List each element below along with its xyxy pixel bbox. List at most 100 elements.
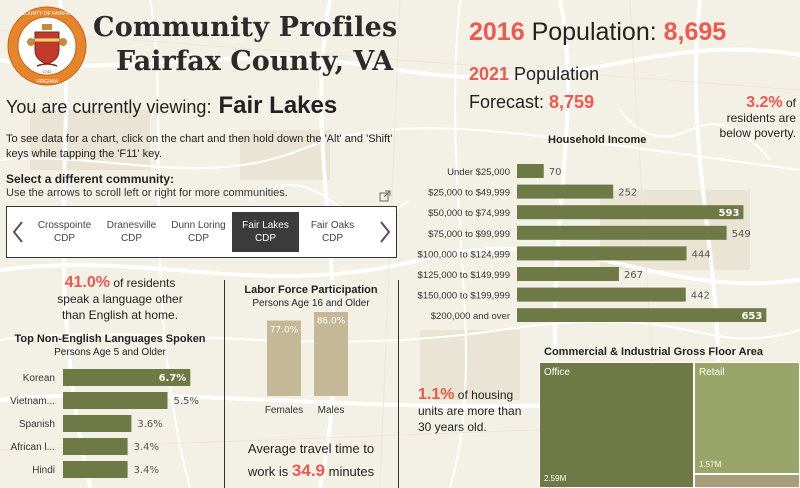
hh-category-label: $200,000 and over [431, 311, 510, 322]
population-2021-line1: 2021 Population [469, 64, 599, 85]
pop-2016-year: 2016 [469, 18, 525, 46]
poverty-value: 3.2% [746, 94, 783, 111]
community-tile-fair-lakes[interactable]: Fair Lakes CDP [232, 212, 299, 252]
labor-divider-left [224, 280, 225, 488]
county-seal-logo: COUNTY OF FAIRFAX VIRGINIA 1742 [7, 6, 87, 86]
language-category-label: Korean [23, 373, 55, 384]
community-tile-type: CDP [254, 233, 277, 244]
language-category-label: Hindi [32, 465, 55, 476]
pop-2021-forecast-label: Forecast: [469, 92, 550, 112]
focus-mode-icon[interactable] [379, 190, 391, 202]
travel-text-c: minutes [325, 464, 375, 479]
hh-bar[interactable] [517, 184, 614, 199]
hh-bar[interactable] [517, 287, 686, 302]
hh-bar[interactable] [517, 246, 687, 261]
hh-category-label: Under $25,000 [447, 167, 510, 178]
treemap-cell-value: 2.59M [544, 474, 567, 483]
treemap-cell-label: Retail [699, 367, 725, 378]
hh-bar[interactable] [517, 308, 767, 322]
treemap-cell-value: 1.57M [699, 460, 722, 469]
community-tile-crosspointe[interactable]: Crosspointe CDP [31, 212, 98, 252]
community-tile-fair-oaks[interactable]: Fair Oaks CDP [299, 212, 366, 252]
housing-value: 1.1% [418, 386, 455, 403]
population-2021-line2: Forecast: 8,759 [469, 92, 594, 113]
pop-2021-year: 2021 [469, 64, 510, 84]
hh-bar[interactable] [517, 267, 619, 281]
treemap-cell-retail[interactable]: Retail 1.57M [694, 362, 800, 474]
hh-bar[interactable] [517, 225, 727, 240]
languages-subtitle: Persons Age 5 and Older [54, 347, 166, 358]
language-stat: 41.0% of residents speak a language othe… [40, 275, 200, 323]
language-category-label: Vietnam... [10, 396, 55, 407]
language-bar[interactable] [63, 369, 191, 386]
community-tile-type: CDP [321, 233, 344, 244]
community-tile-dranesville[interactable]: Dranesville CDP [98, 212, 165, 252]
community-tile-type: CDP [53, 233, 76, 244]
seal-text-top: COUNTY OF FAIRFAX [21, 11, 73, 17]
community-selector: Crosspointe CDP Dranesville CDP Dunn Loring C… [6, 206, 397, 258]
language-value-label: 3.4% [134, 442, 159, 453]
scroll-right-button[interactable] [374, 207, 396, 257]
selector-hint: Use the arrows to scroll left or right f… [6, 187, 288, 199]
community-tile-name: Fair Oaks [310, 220, 355, 231]
labor-category-label: Males [318, 405, 345, 416]
community-tile-name: Crosspointe [37, 220, 92, 231]
treemap-cell-office[interactable]: Office 2.59M [539, 362, 694, 488]
hh-category-label: $125,000 to $149,999 [418, 270, 510, 281]
language-value-label: 5.5% [174, 396, 199, 407]
labor-bar[interactable] [314, 312, 348, 396]
labor-force-chart[interactable]: 77.0% Females 86.0% Males [226, 312, 396, 422]
travel-text-a: Average travel time to [247, 441, 375, 456]
hh-value-label: 444 [692, 249, 711, 260]
pop-2021-value: 8,759 [549, 92, 595, 112]
labor-value-label: 77.0% [270, 326, 299, 336]
hh-value-label: 549 [732, 229, 751, 240]
hh-value-label: 653 [741, 311, 762, 322]
treemap-cell-other[interactable] [694, 474, 800, 488]
hh-value-label: 252 [618, 188, 637, 199]
language-bar[interactable] [63, 438, 128, 455]
travel-text-b: work is [247, 464, 292, 479]
housing-text-a: of housing [454, 388, 514, 402]
viewing-prefix: You are currently viewing: [6, 97, 212, 117]
chevron-right-icon [380, 221, 391, 243]
labor-title: Labor Force Participation [244, 284, 378, 296]
language-stat-text-b: speak a language other [57, 292, 183, 306]
hh-category-label: $150,000 to $199,999 [418, 291, 510, 302]
hh-bar[interactable] [517, 164, 544, 178]
population-2016: 2016 Population: 8,695 [469, 18, 726, 47]
language-bar[interactable] [63, 461, 128, 478]
current-community-name: Fair Lakes [218, 92, 338, 119]
housing-text-b: units are more than [418, 404, 522, 418]
labor-bar[interactable] [267, 320, 301, 396]
pop-2016-value: 8,695 [663, 18, 727, 46]
community-tile-dunn-loring[interactable]: Dunn Loring CDP [165, 212, 232, 252]
page-title-line1: Community Profiles [93, 12, 398, 43]
language-value-label: 6.7% [159, 373, 187, 384]
language-value-label: 3.4% [134, 465, 159, 476]
hh-value-label: 593 [719, 208, 740, 219]
hh-value-label: 442 [691, 291, 710, 302]
poverty-text-b: residents are [726, 111, 796, 125]
household-income-title: Household Income [548, 134, 647, 146]
household-income-chart[interactable]: Under $25,000 70 $25,000 to $49,999 252 $50,… [405, 164, 800, 322]
chevron-left-icon [12, 221, 23, 243]
hh-value-label: 70 [549, 167, 562, 178]
scroll-left-button[interactable] [7, 207, 29, 257]
community-tile-name: Dunn Loring [171, 220, 226, 231]
floor-area-treemap[interactable]: Office 2.59M Retail 1.57M [539, 362, 800, 488]
hh-category-label: $75,000 to $99,999 [428, 229, 510, 240]
languages-title: Top Non-English Languages Spoken [14, 333, 206, 345]
community-tile-name: Fair Lakes [242, 220, 289, 231]
languages-chart[interactable]: Korean 6.7% Vietnam... 5.5% Spanish 3.6% Afric… [0, 364, 220, 488]
language-bar[interactable] [63, 415, 132, 432]
poverty-text-c: below poverty. [719, 126, 796, 140]
language-stat-text-a: of residents [110, 276, 176, 290]
language-category-label: African l... [11, 442, 55, 453]
poverty-stat: 3.2% of residents are below poverty. [700, 95, 796, 141]
hh-bar[interactable] [517, 205, 744, 220]
seal-year: 1742 [43, 69, 53, 74]
language-stat-text-c: than English at home. [61, 308, 179, 322]
currently-viewing: You are currently viewing: Fair Lakes [6, 92, 337, 120]
language-bar[interactable] [63, 392, 168, 409]
